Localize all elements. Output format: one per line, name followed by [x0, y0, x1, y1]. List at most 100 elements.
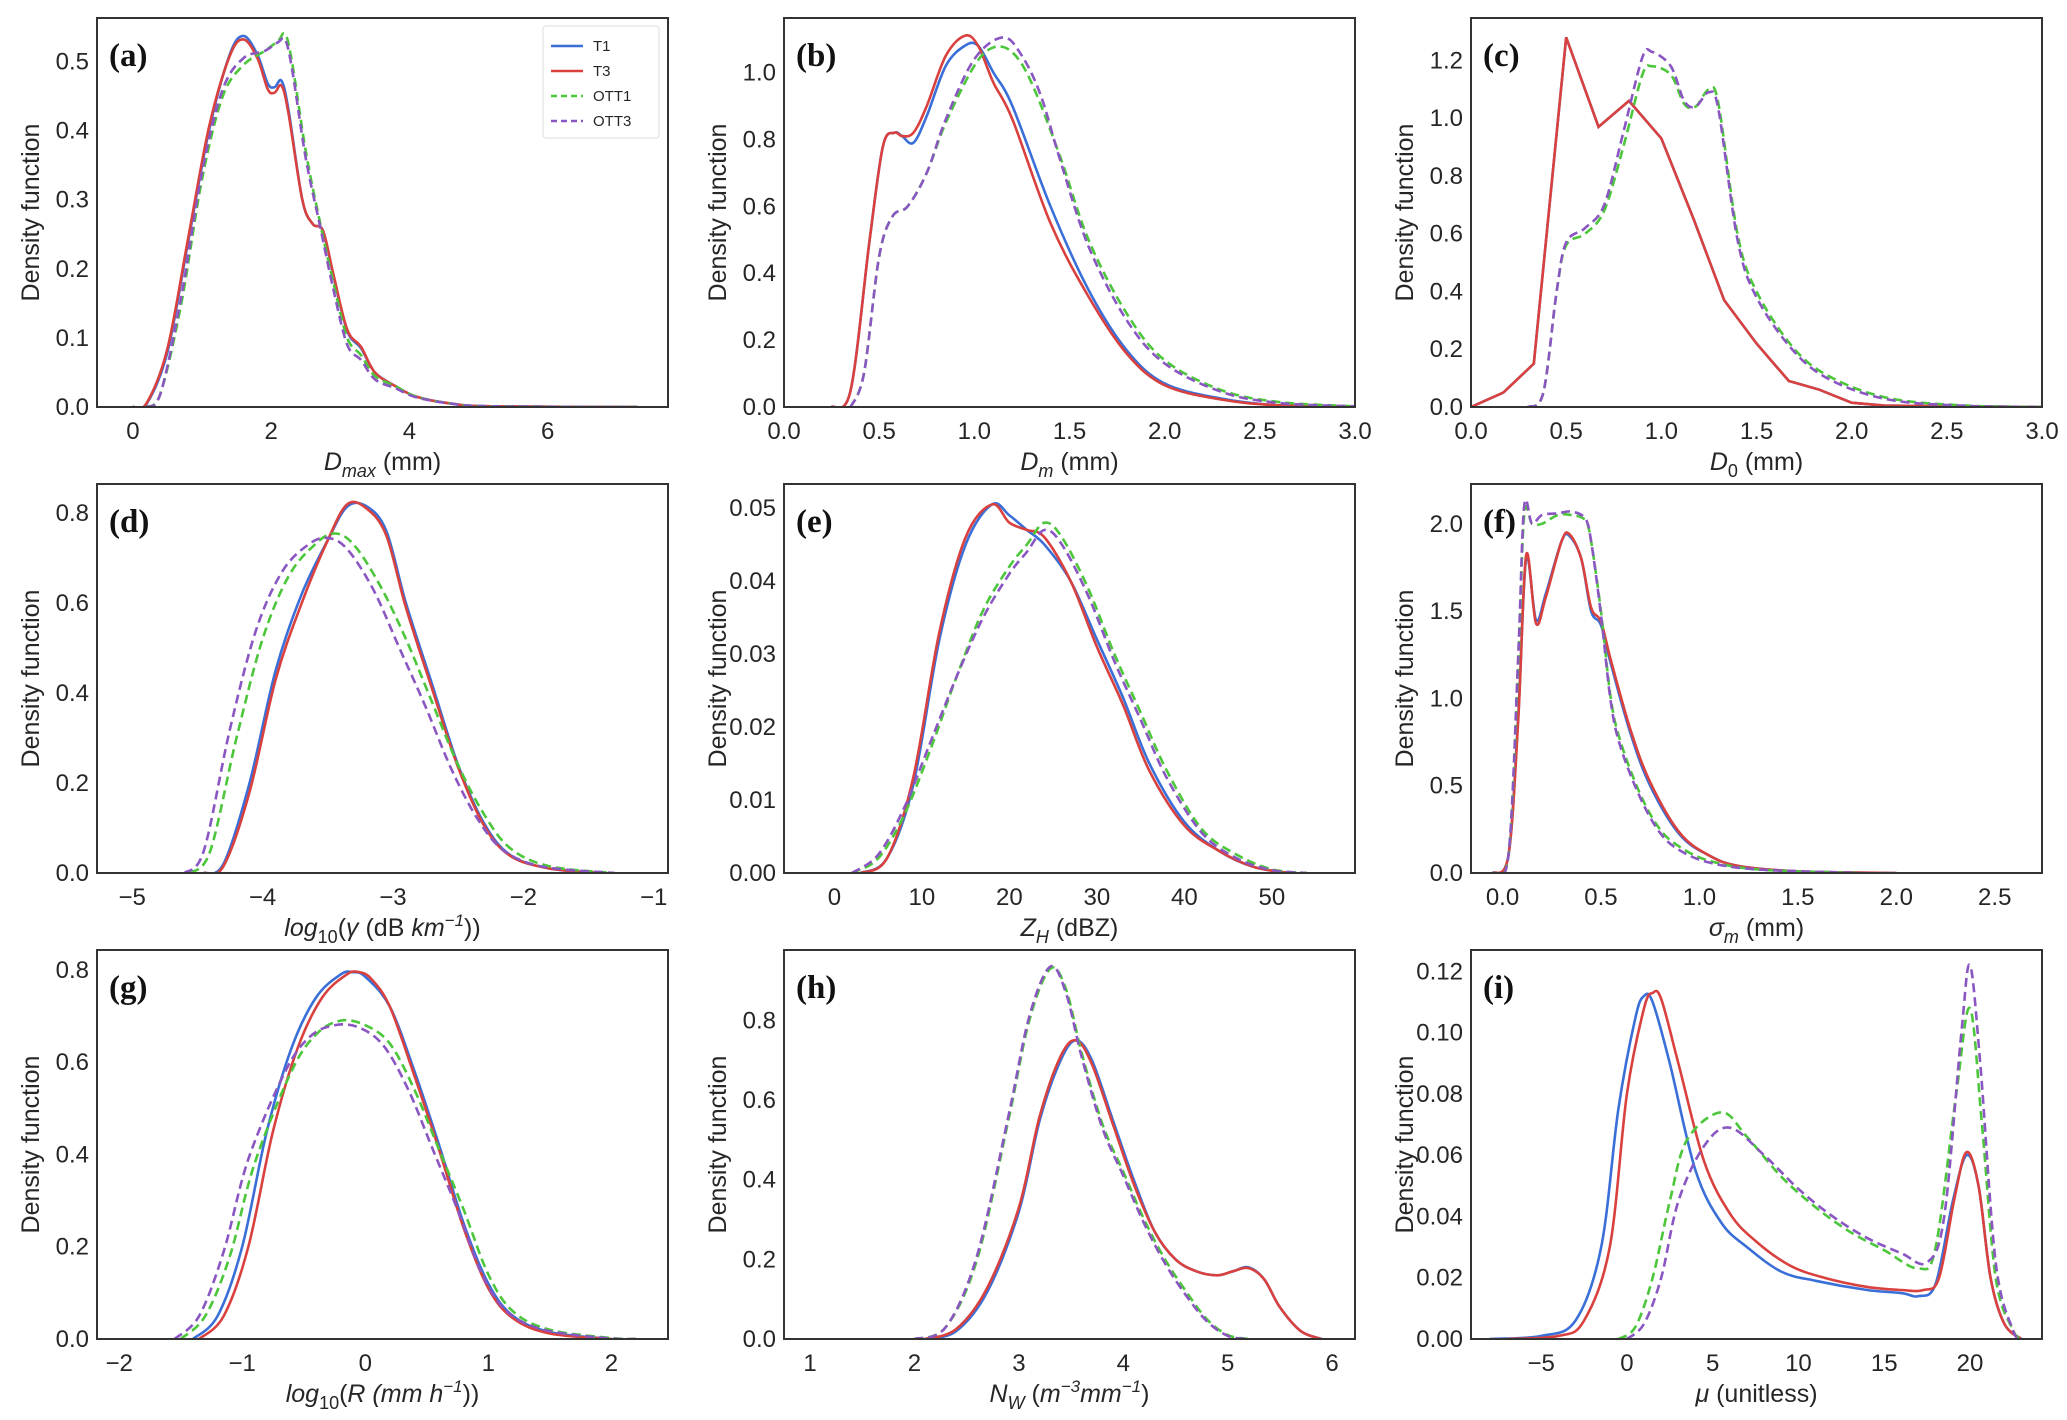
y-tick-label: 0.0: [1430, 394, 1463, 421]
x-tick-label: 0.0: [1486, 884, 1519, 911]
x-axis-label: log10(γ (dB km−1)): [284, 911, 480, 947]
y-tick-label: 0.8: [56, 957, 89, 984]
series-line-ott1: [849, 45, 1355, 407]
y-tick-label: 2.0: [1430, 511, 1463, 538]
x-axis-label-part: m: [1040, 1380, 1061, 1408]
x-tick-label: 0.5: [1584, 884, 1617, 911]
series-line-ott3: [849, 36, 1355, 407]
panel-e: 0 10 20 30 40 50 0.00 0.01 0.02 0.03 0.04 0.05 Densi…: [704, 483, 1356, 947]
series-line-ott1: [179, 1018, 637, 1339]
series-line-t3: [1491, 531, 1897, 873]
x-axis-label-part: (: [338, 914, 347, 942]
y-tick-label: 0.6: [743, 1087, 776, 1114]
panel-f: 0.0 0.5 1.0 1.5 2.0 2.5 0.0 0.5 1.0 1.5 2.0 Density…: [1391, 483, 2043, 947]
series-line-ott1: [189, 532, 615, 873]
x-tick-label: 30: [1084, 884, 1111, 911]
axes-frame: [783, 483, 1356, 874]
x-tick-label: 3: [1012, 1350, 1025, 1377]
panel-a: 0 2 4 6 0.0 0.1 0.2 0.3 0.4 0.5 Density function Dm…: [17, 17, 669, 481]
x-axis-label: D0 (mm): [1710, 448, 1803, 481]
y-tick-label: 0.0: [56, 1326, 89, 1353]
x-axis-label-part: m: [1038, 461, 1053, 481]
y-tick-label: 0.0: [56, 394, 89, 421]
x-tick-label: 50: [1259, 884, 1286, 911]
y-tick-label: 0.01: [729, 787, 776, 814]
y-tick-label: 0.3: [56, 187, 89, 214]
series-line-ott1: [1491, 505, 1857, 873]
x-tick-label: 20: [1957, 1350, 1984, 1377]
x-axis-label-part: (dB: [359, 914, 412, 942]
axes-frame: [783, 17, 1356, 408]
axes-frame: [96, 483, 669, 874]
series-line-ott3: [1626, 963, 2023, 1339]
x-tick-label: 1.0: [1645, 418, 1678, 445]
x-tick-label: −3: [379, 884, 406, 911]
x-tick-label: 2.0: [1835, 418, 1868, 445]
y-tick-label: 0.6: [1430, 221, 1463, 248]
y-tick-label: 0.08: [1416, 1081, 1463, 1108]
x-axis-label-part: D: [1020, 448, 1038, 476]
y-tick-label: 1.2: [1430, 47, 1463, 74]
x-axis-label-part: log: [284, 914, 317, 942]
y-tick-label: 0.1: [56, 325, 89, 352]
y-tick-label: 0.0: [1430, 860, 1463, 887]
x-tick-label: 1.5: [1053, 418, 1086, 445]
x-tick-label: −2: [510, 884, 537, 911]
axes-frame: [1470, 483, 2043, 874]
y-tick-label: 0.00: [1416, 1326, 1463, 1353]
y-tick-label: 0.2: [56, 770, 89, 797]
x-tick-label: 1.5: [1740, 418, 1773, 445]
x-tick-label: 1.0: [1683, 884, 1716, 911]
x-axis-label-part: R (mm h: [347, 1380, 443, 1408]
y-tick-label: 0.4: [56, 680, 89, 707]
x-axis-label-part: −1: [445, 911, 464, 930]
x-axis-label-part: mm: [1080, 1380, 1122, 1408]
x-tick-label: 2: [265, 418, 278, 445]
x-tick-label: 2.0: [1880, 884, 1913, 911]
series-line-t1: [192, 970, 612, 1339]
x-tick-label: 0.0: [1454, 418, 1487, 445]
axes-frame: [783, 949, 1356, 1340]
y-tick-label: 0.6: [56, 590, 89, 617]
series-line-t3: [1471, 36, 2042, 407]
y-tick-label: 1.0: [1430, 685, 1463, 712]
series-line-ott3: [183, 536, 615, 873]
panel-letter: (i): [1483, 970, 1514, 1006]
series-line-t3: [860, 503, 1290, 873]
legend-label: OTT1: [593, 88, 631, 105]
y-tick-label: 0.2: [56, 1234, 89, 1261]
y-tick-label: 0.8: [1430, 163, 1463, 190]
legend: T1 T3 OTT1 OTT3: [542, 25, 660, 139]
x-tick-label: 6: [1325, 1350, 1338, 1377]
x-axis-label-part: log: [286, 1380, 319, 1408]
axes-frame: [1470, 17, 2043, 408]
x-tick-label: 0: [828, 884, 841, 911]
y-axis-label: Density function: [704, 124, 732, 302]
x-axis-label-part: (mm): [1739, 914, 1804, 942]
y-tick-label: 0.4: [743, 260, 776, 287]
y-tick-label: 0.0: [743, 1326, 776, 1353]
y-tick-label: 0.8: [743, 1007, 776, 1034]
y-axis-label: Density function: [704, 1056, 732, 1234]
series-line-t1: [860, 502, 1290, 873]
series-line-t1: [1471, 36, 2042, 407]
x-axis-label: μ (unitless): [1694, 1380, 1817, 1408]
y-tick-label: 0.0: [56, 860, 89, 887]
y-axis-label: Density function: [17, 590, 45, 768]
x-axis-label-part: m: [1724, 927, 1739, 947]
x-tick-label: 3.0: [2025, 418, 2058, 445]
y-tick-label: 0.8: [56, 500, 89, 527]
x-tick-label: 1.0: [958, 418, 991, 445]
y-tick-label: 0.4: [56, 118, 89, 145]
legend-label: OTT3: [593, 113, 631, 130]
y-tick-label: 0.00: [729, 860, 776, 887]
y-tick-label: 0.02: [1416, 1265, 1463, 1292]
x-axis-label-part: W: [1008, 1393, 1027, 1413]
y-tick-label: 0.4: [56, 1141, 89, 1168]
series-line-t1: [1491, 532, 1897, 873]
x-axis-label-part: (mm): [376, 448, 441, 476]
x-axis-label-part: −1: [1122, 1377, 1141, 1396]
x-tick-label: 10: [909, 884, 936, 911]
legend-label: T3: [593, 63, 611, 80]
